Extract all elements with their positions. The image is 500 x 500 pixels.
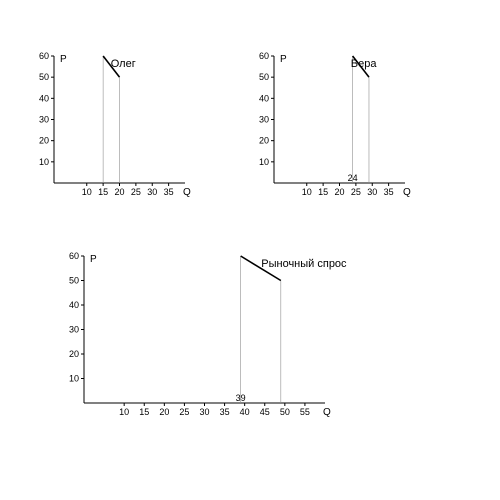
ytick-label: 40 bbox=[69, 300, 79, 310]
xtick-label: 45 bbox=[260, 407, 270, 417]
ytick-label: 40 bbox=[39, 93, 49, 103]
xtick-label: 25 bbox=[131, 187, 141, 197]
ytick-label: 40 bbox=[259, 93, 269, 103]
ytick-label: 50 bbox=[39, 72, 49, 82]
xtick-label: 15 bbox=[98, 187, 108, 197]
x-axis-label: Q bbox=[183, 187, 191, 198]
ytick-label: 30 bbox=[259, 115, 269, 125]
xtick-label: 25 bbox=[179, 407, 189, 417]
xtick-label: 40 bbox=[240, 407, 250, 417]
ytick-label: 30 bbox=[69, 325, 79, 335]
xtick-label: 20 bbox=[159, 407, 169, 417]
y-axis-label: P bbox=[280, 54, 287, 65]
chart-vera-title: Вера bbox=[351, 58, 377, 70]
y-axis-label: P bbox=[60, 54, 67, 65]
xtick-label: 55 bbox=[300, 407, 310, 417]
xtick-label: 35 bbox=[220, 407, 230, 417]
chart-oleg: 10 20 30 40 50 60 10 15 20 25 30 35 P Q bbox=[30, 50, 195, 205]
xtick-label: 35 bbox=[164, 187, 174, 197]
chart-oleg-title: Олег bbox=[111, 58, 136, 70]
xtick-label: 20 bbox=[114, 187, 124, 197]
charts-stage: 10 20 30 40 50 60 10 15 20 25 30 35 P Q Олег 10 20 30 40… bbox=[0, 0, 500, 500]
ytick-label: 20 bbox=[69, 349, 79, 359]
chart-market-title: Рыночный спрос bbox=[261, 258, 346, 270]
xtick-label: 15 bbox=[139, 407, 149, 417]
x-marker-label: 39 bbox=[236, 393, 246, 403]
xtick-label: 25 bbox=[351, 187, 361, 197]
ytick-label: 30 bbox=[39, 115, 49, 125]
xtick-label: 50 bbox=[280, 407, 290, 417]
xtick-label: 35 bbox=[384, 187, 394, 197]
y-axis-label: P bbox=[90, 254, 97, 265]
xtick-label: 20 bbox=[334, 187, 344, 197]
chart-market: 10 20 30 40 50 60 10 15 20 25 30 35 40 45 50 55 P Q 39 bbox=[60, 250, 335, 425]
xtick-label: 30 bbox=[147, 187, 157, 197]
xtick-label: 30 bbox=[199, 407, 209, 417]
ytick-label: 10 bbox=[39, 157, 49, 167]
ytick-label: 50 bbox=[69, 276, 79, 286]
ytick-label: 20 bbox=[259, 136, 269, 146]
xtick-label: 30 bbox=[367, 187, 377, 197]
xtick-label: 10 bbox=[302, 187, 312, 197]
chart-vera: 10 20 30 40 50 60 10 15 20 25 30 35 P Q 24 bbox=[250, 50, 415, 205]
x-marker-label: 24 bbox=[348, 173, 358, 183]
ytick-label: 60 bbox=[39, 51, 49, 61]
ytick-label: 60 bbox=[259, 51, 269, 61]
ytick-label: 10 bbox=[69, 374, 79, 384]
x-axis-label: Q bbox=[323, 407, 331, 418]
xtick-label: 10 bbox=[82, 187, 92, 197]
ytick-label: 20 bbox=[39, 136, 49, 146]
ytick-label: 50 bbox=[259, 72, 269, 82]
xtick-label: 15 bbox=[318, 187, 328, 197]
ytick-label: 10 bbox=[259, 157, 269, 167]
xtick-label: 10 bbox=[119, 407, 129, 417]
ytick-label: 60 bbox=[69, 251, 79, 261]
x-axis-label: Q bbox=[403, 187, 411, 198]
